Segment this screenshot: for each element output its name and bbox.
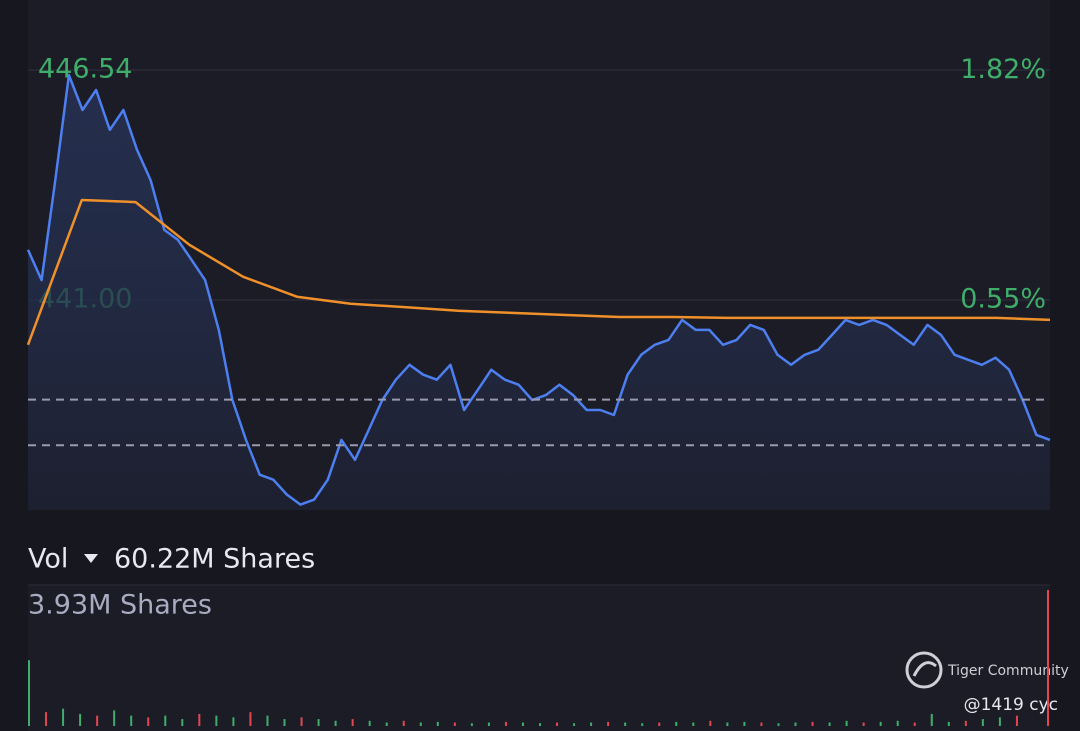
volume-bar bbox=[1015, 715, 1018, 726]
volume-bar bbox=[641, 723, 644, 726]
volume-bar bbox=[215, 715, 218, 726]
volume-bar bbox=[28, 660, 30, 726]
volume-bar bbox=[743, 721, 746, 726]
volume-bar bbox=[317, 719, 320, 726]
volume-bar bbox=[147, 717, 150, 726]
y2-tick-label: 1.82% bbox=[960, 54, 1046, 85]
watermark-user: @1419 cyc bbox=[964, 695, 1058, 715]
volume-pane bbox=[28, 585, 1050, 731]
volume-bar bbox=[62, 708, 65, 726]
volume-bar bbox=[504, 721, 507, 726]
volume-bar bbox=[368, 720, 371, 726]
volume-bar bbox=[573, 723, 576, 726]
price-line bbox=[26, 73, 1051, 506]
volume-bar bbox=[351, 719, 354, 726]
volume-bar bbox=[164, 715, 167, 726]
volume-bar bbox=[692, 722, 695, 726]
watermark-logo bbox=[905, 651, 943, 689]
watermark-brand: Tiger Community bbox=[947, 663, 1069, 679]
volume-bar bbox=[590, 722, 593, 726]
volume-bar bbox=[675, 721, 678, 726]
volume-bar bbox=[96, 715, 99, 726]
total-volume: 60.22M Shares bbox=[114, 544, 315, 575]
volume-bar bbox=[436, 721, 439, 726]
volume-bar bbox=[79, 713, 82, 726]
volume-bar bbox=[794, 722, 797, 726]
volume-bar bbox=[726, 722, 729, 726]
volume-bar bbox=[453, 722, 456, 726]
volume-bar bbox=[198, 713, 201, 726]
volume-bar bbox=[913, 722, 916, 726]
volume-bar bbox=[232, 717, 235, 726]
volume-bar bbox=[45, 712, 48, 726]
volume-bar bbox=[947, 721, 950, 726]
volume-bar bbox=[266, 715, 269, 726]
volume-bar bbox=[607, 721, 610, 726]
volume-bar bbox=[998, 717, 1001, 726]
volume-bar bbox=[845, 720, 848, 726]
volume-bar bbox=[777, 723, 780, 726]
volume-bar bbox=[334, 720, 337, 726]
volume-bar bbox=[811, 721, 814, 726]
volume-bar bbox=[1047, 590, 1049, 726]
vol-label[interactable]: Vol bbox=[28, 544, 68, 575]
volume-bar bbox=[402, 720, 405, 726]
volume-bar bbox=[556, 722, 559, 726]
volume-bar bbox=[624, 722, 627, 726]
volume-bar bbox=[300, 717, 303, 726]
y-tick-label: 446.54 bbox=[38, 54, 132, 85]
volume-bar bbox=[283, 719, 286, 726]
dropdown-arrow[interactable] bbox=[84, 554, 98, 563]
volume-bar bbox=[249, 712, 252, 726]
volume-bar bbox=[487, 722, 490, 726]
average-line bbox=[26, 198, 1051, 346]
y-tick-label: 3.93M Shares bbox=[28, 590, 212, 621]
volume-bar bbox=[419, 722, 422, 726]
volume-bar bbox=[879, 721, 882, 726]
volume-bar bbox=[896, 720, 899, 726]
volume-bar bbox=[539, 723, 541, 726]
volume-bar bbox=[113, 710, 116, 726]
volume-bar bbox=[862, 722, 865, 726]
volume-bar bbox=[930, 713, 933, 726]
volume-bar bbox=[709, 720, 712, 726]
volume-bar bbox=[658, 722, 661, 726]
volume-bar bbox=[130, 715, 133, 726]
volume-bar bbox=[181, 719, 184, 726]
volume-bar bbox=[385, 722, 388, 726]
volume-bar bbox=[470, 723, 473, 726]
volume-bar bbox=[521, 722, 524, 726]
volume-bar bbox=[760, 722, 763, 726]
volume-bar bbox=[964, 720, 967, 726]
y2-tick-label: 0.55% bbox=[960, 284, 1046, 315]
volume-bar bbox=[981, 719, 984, 726]
volume-bar bbox=[828, 722, 831, 726]
price-area bbox=[28, 75, 1050, 510]
